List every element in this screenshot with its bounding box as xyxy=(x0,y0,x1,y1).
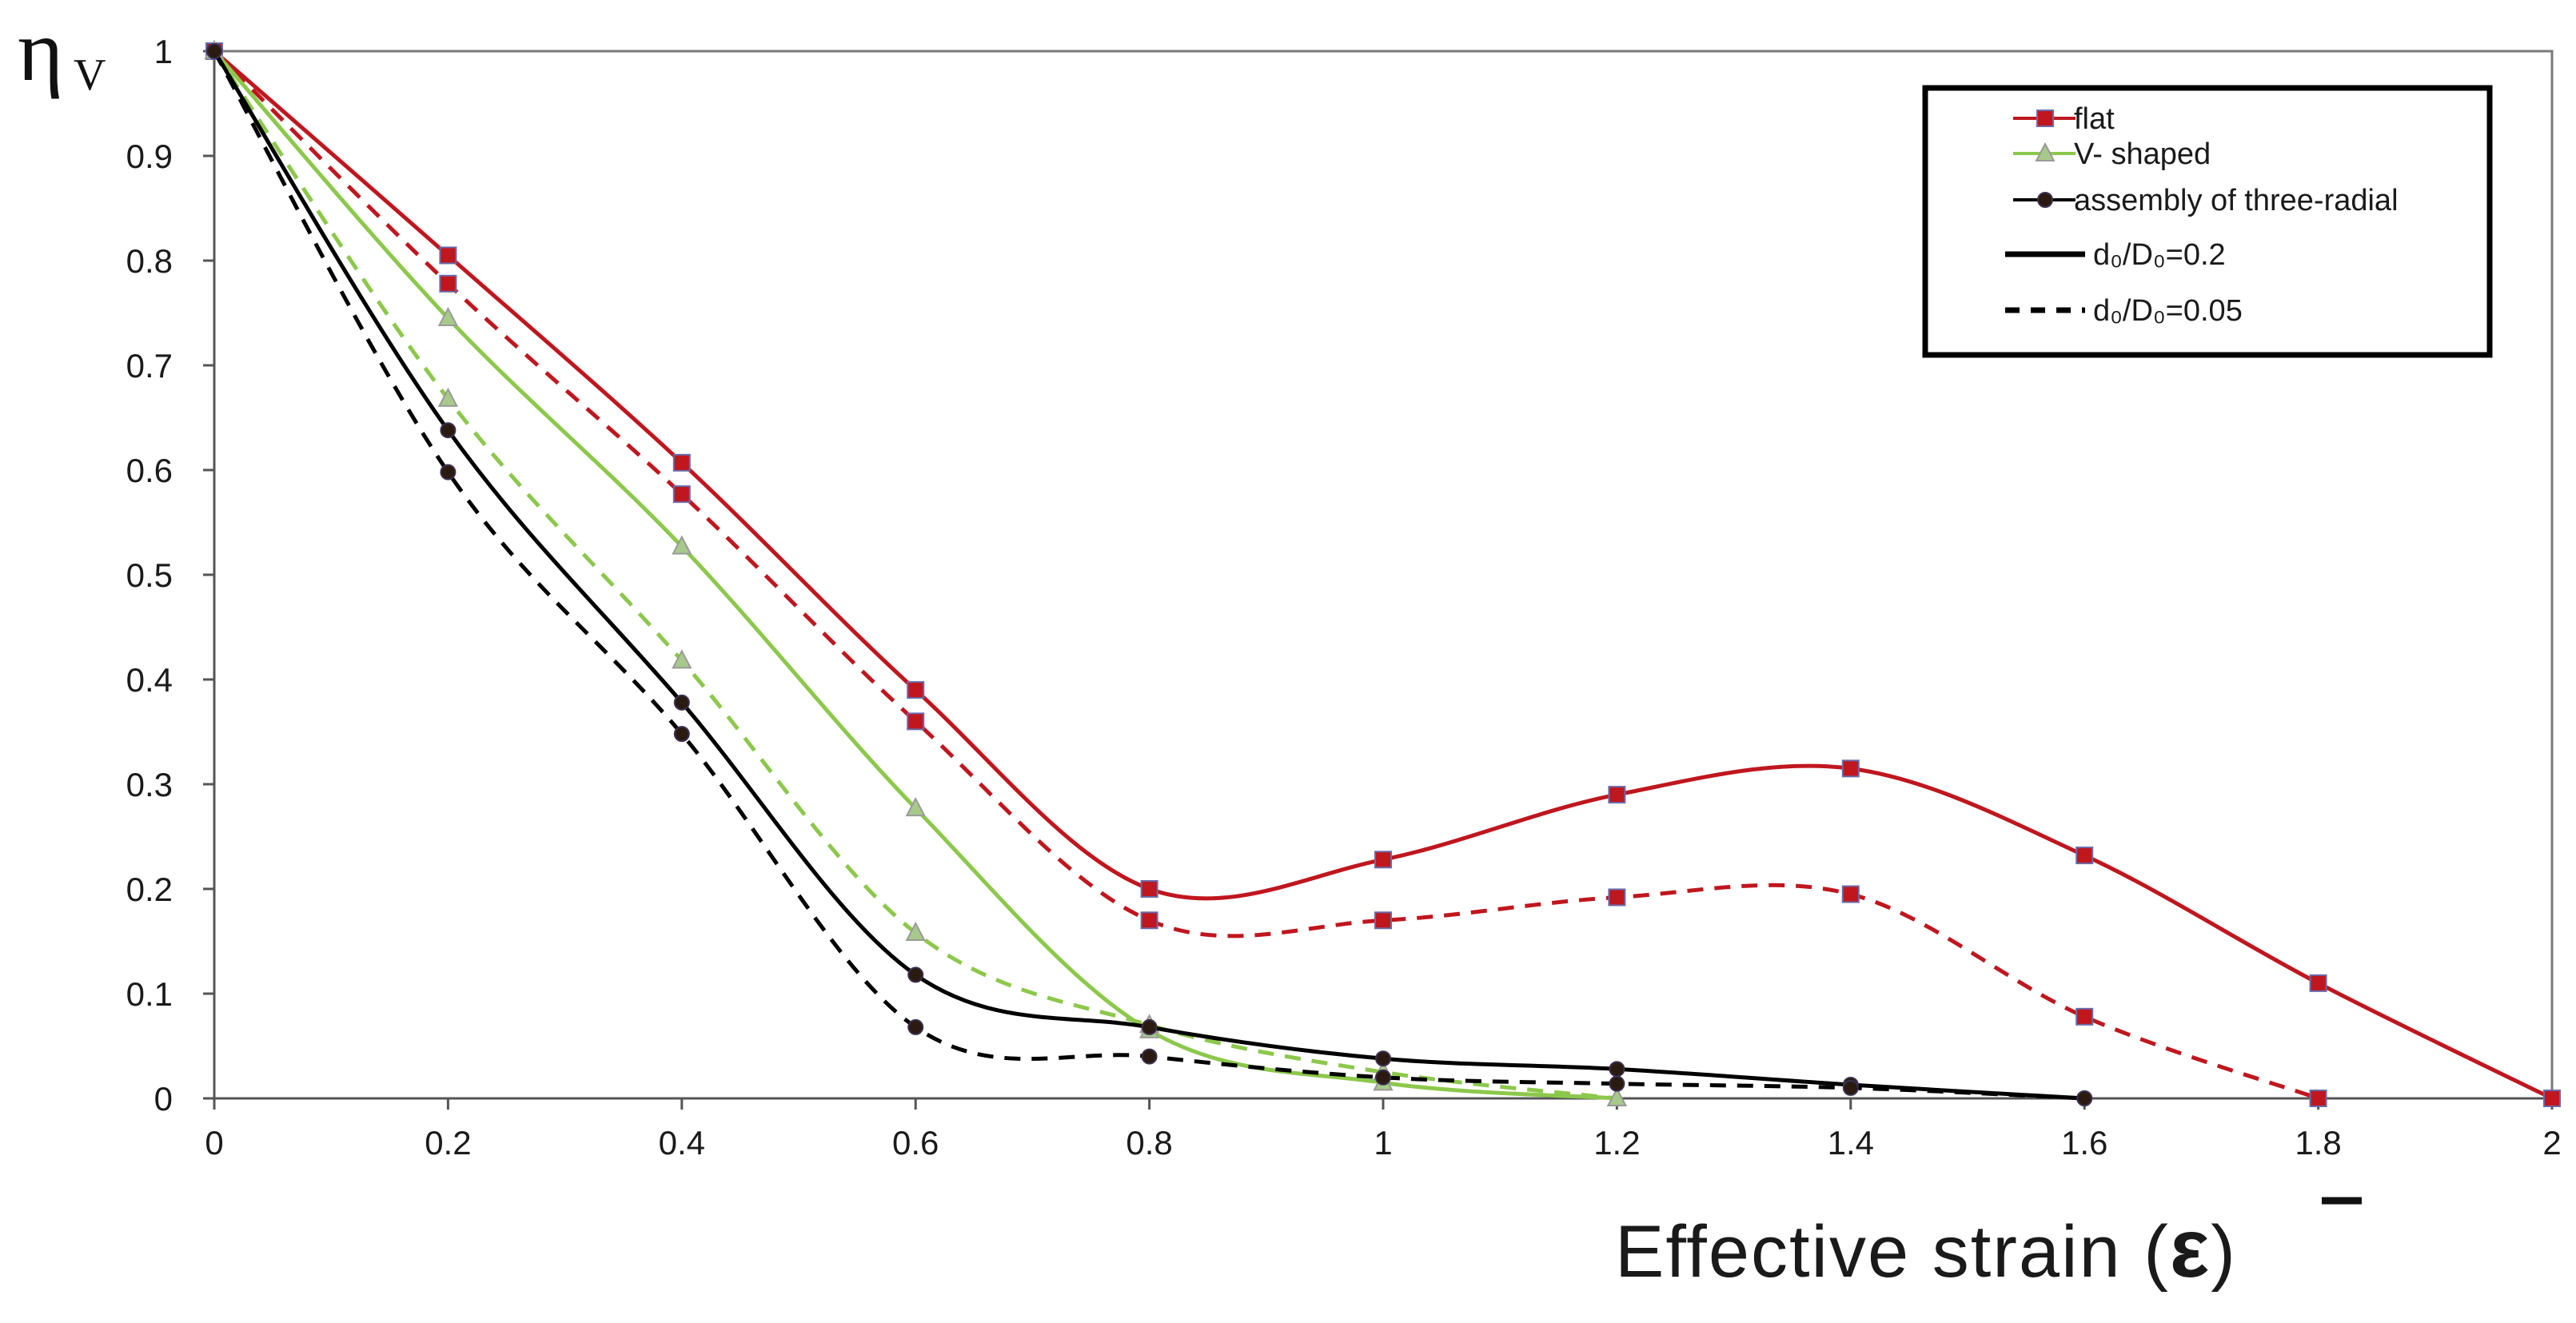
data-point xyxy=(672,485,691,504)
y-tick-label: 0.9 xyxy=(126,137,173,175)
y-tick-label: 0.5 xyxy=(126,556,173,594)
legend-label: V- shaped xyxy=(2074,137,2211,171)
series-layer xyxy=(204,39,2561,1107)
axes: 0 0.1 0.2 0.3 0.4 0.5 0.6 0.7 0.8 0.9 1 0 0.2 0.4 0.6 0… xyxy=(126,33,2562,1162)
y-tick-label: 0.7 xyxy=(126,347,173,385)
y-axis-label: η xyxy=(18,2,64,99)
series-line xyxy=(213,50,2554,1101)
data-point xyxy=(1608,786,1626,804)
legend-marker xyxy=(2035,141,2056,161)
data-point xyxy=(439,246,457,265)
data-point xyxy=(905,796,926,817)
data-point xyxy=(1374,851,1392,869)
data-point xyxy=(673,726,690,743)
data-point xyxy=(437,387,459,407)
data-point xyxy=(673,694,690,711)
x-tick-label: 1 xyxy=(1374,1124,1392,1162)
data-point xyxy=(1140,880,1158,898)
data-point xyxy=(2076,1090,2093,1106)
data-point xyxy=(672,649,692,669)
x-axis-label-close: ) xyxy=(2211,1211,2237,1293)
y-tick-label: 0.1 xyxy=(126,975,173,1013)
data-point xyxy=(2543,1090,2561,1107)
series-5 xyxy=(206,43,2093,1106)
x-tick-label: 0.6 xyxy=(892,1124,939,1162)
data-point xyxy=(439,274,457,293)
series-line xyxy=(212,50,2085,1101)
data-point xyxy=(2076,1007,2094,1026)
series-0 xyxy=(205,42,2561,1107)
series-2 xyxy=(204,39,1628,1106)
data-point xyxy=(1606,1086,1628,1106)
series-line xyxy=(213,50,2319,1101)
x-tick-label: 1.2 xyxy=(1593,1124,1640,1162)
y-tick-label: 0.4 xyxy=(126,661,173,699)
legend-label: d₀/D₀=0.2 xyxy=(2093,238,2226,272)
y-tick-label: 1 xyxy=(154,33,173,70)
data-point xyxy=(907,1018,924,1035)
x-tick-label: 0.2 xyxy=(425,1124,471,1162)
x-axis-label: Effective strain (ε) xyxy=(1615,1202,2237,1295)
legend-marker xyxy=(2036,110,2054,127)
data-point xyxy=(2076,847,2094,865)
x-axis-label-symbol: ε xyxy=(2170,1202,2211,1295)
legend-label: flat xyxy=(2074,102,2115,136)
data-point xyxy=(907,712,925,731)
series-line xyxy=(213,50,1617,1101)
x-tick-label: 0.4 xyxy=(659,1124,705,1162)
x-tick-label: 1.8 xyxy=(2295,1124,2341,1162)
y-tick-label: 0.3 xyxy=(126,766,173,803)
data-point xyxy=(437,306,459,327)
series-line xyxy=(212,50,1617,1101)
x-tick-label: 0.8 xyxy=(1126,1124,1172,1162)
data-point xyxy=(672,535,692,555)
y-axis-label-subscript: V xyxy=(74,50,106,100)
legend-marker xyxy=(2037,192,2053,208)
data-point xyxy=(2309,974,2327,992)
data-point xyxy=(907,966,924,983)
x-tick-label: 1.6 xyxy=(2061,1124,2107,1162)
data-point xyxy=(1140,911,1158,930)
data-point xyxy=(1842,1079,1859,1096)
y-tick-label: 0.8 xyxy=(126,242,173,280)
data-point xyxy=(1841,759,1860,778)
data-point xyxy=(206,43,222,59)
data-point xyxy=(1375,1069,1391,1086)
data-point xyxy=(1141,1018,1158,1035)
y-tick-label: 0.2 xyxy=(126,871,173,908)
x-tick-label: 2 xyxy=(2542,1124,2561,1162)
x-tick-label: 0 xyxy=(205,1124,223,1162)
data-point xyxy=(1141,1048,1158,1065)
y-tick-label: 0.6 xyxy=(126,452,173,489)
x-tick-label: 1.4 xyxy=(1828,1124,1874,1162)
series-3 xyxy=(204,39,1628,1106)
legend-label: d₀/D₀=0.05 xyxy=(2093,294,2243,328)
data-point xyxy=(440,422,457,439)
data-point xyxy=(1375,1050,1391,1067)
x-axis-label-text: Effective strain ( xyxy=(1615,1211,2170,1293)
data-point xyxy=(907,681,925,699)
data-point xyxy=(672,453,691,472)
legend-label: assembly of three-radial xyxy=(2074,184,2399,217)
data-point xyxy=(1609,1075,1625,1092)
data-point xyxy=(440,464,457,480)
series-4 xyxy=(206,43,2093,1106)
data-point xyxy=(905,921,926,942)
data-point xyxy=(2309,1090,2327,1107)
data-point xyxy=(1374,911,1392,930)
data-point xyxy=(1841,885,1860,903)
data-point xyxy=(1609,1061,1625,1078)
data-point xyxy=(1608,888,1626,907)
series-line xyxy=(212,50,2085,1101)
y-tick-label: 0 xyxy=(154,1080,173,1118)
